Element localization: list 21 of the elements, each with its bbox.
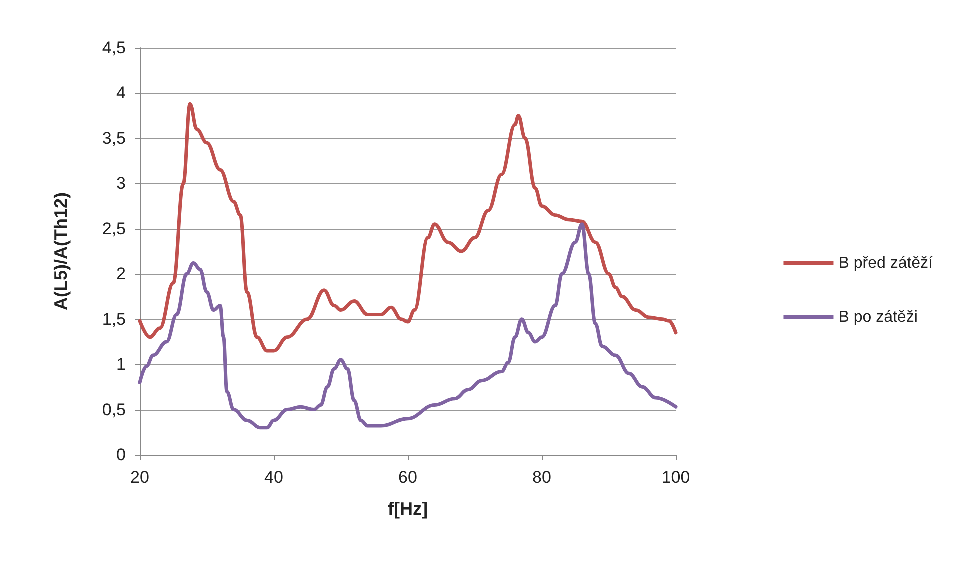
x-tick-label: 20 (130, 468, 150, 487)
x-tick-label: 100 (662, 468, 690, 487)
y-tick-label: 3 (116, 174, 126, 194)
y-tick-label: 4 (116, 84, 126, 103)
y-tick-label: 3,5 (102, 128, 126, 148)
y-tick-label: 4,5 (102, 38, 126, 58)
y-tick-label: 2,5 (102, 219, 126, 238)
x-tick-label: 80 (532, 468, 552, 487)
x-tick-label: 60 (398, 468, 418, 487)
legend-label: B po zátěži (838, 309, 918, 326)
legend-label: B před zátěží (838, 255, 934, 272)
y-tick-label: 1 (116, 355, 126, 374)
y-axis-title: A(L5)/A(Th12) (51, 192, 71, 310)
x-tick-label: 40 (264, 468, 284, 487)
line-series (138, 102, 678, 353)
y-tick-label: 2 (116, 264, 126, 284)
x-axis-title: f[Hz] (388, 499, 428, 519)
y-tick-label: 0 (116, 446, 126, 464)
y-tick-label: 1,5 (102, 310, 126, 329)
line-series (138, 222, 678, 430)
y-tick-label: 0,5 (102, 400, 126, 420)
